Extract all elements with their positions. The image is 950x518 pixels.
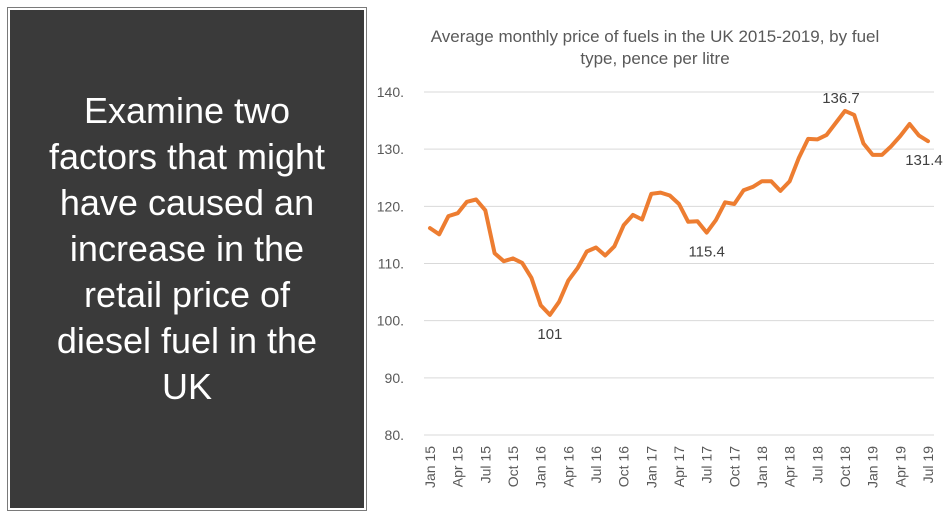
question-panel: Examine two factors that might have caus… [7,7,367,511]
x-tick-label: Apr 19 [892,446,908,487]
data-point [760,179,764,183]
series-line [428,108,930,317]
data-point [465,200,469,204]
data-label: 101 [537,326,562,343]
x-tick-label: Apr 18 [782,446,798,487]
x-tick-label: Apr 15 [450,446,466,487]
data-point [529,276,533,280]
data-point [908,122,912,126]
data-point [557,300,561,304]
data-point [474,197,478,201]
x-tick-label: Jul 16 [588,446,604,484]
y-tick-label: 120. [377,198,404,214]
data-point [493,251,497,255]
data-point [622,223,626,227]
data-point [649,192,653,196]
data-label: 115.4 [688,244,724,261]
data-point [714,218,718,222]
y-tick-label: 140. [377,84,404,100]
data-point [659,191,663,195]
data-point [511,256,515,260]
data-point [520,261,524,265]
y-tick-label: 130. [377,141,404,157]
data-point [483,208,487,212]
y-tick-label: 100. [377,313,404,329]
x-tick-label: Oct 17 [726,446,742,487]
y-axis-ticks: 80. 90. 100. 110. 120. 130. 140. [377,84,404,443]
question-text: Examine two factors that might have caus… [48,90,326,407]
x-tick-label: Jan 18 [754,446,770,488]
data-point [723,200,727,204]
y-tick-label: 90. [385,370,404,386]
data-point [576,266,580,270]
data-point [502,259,506,263]
x-tick-label: Jul 15 [477,446,493,484]
data-point [852,113,856,117]
x-tick-label: Oct 15 [505,446,521,487]
data-point [815,137,819,141]
x-tick-label: Oct 18 [837,446,853,487]
data-point [834,121,838,125]
data-point [880,153,884,157]
data-point [806,137,810,141]
data-point [446,214,450,218]
data-point [539,303,543,307]
x-tick-label: Apr 16 [560,446,576,487]
data-point [677,202,681,206]
data-point [843,109,847,113]
data-point [825,133,829,137]
data-point [695,219,699,223]
data-point [769,179,773,183]
data-point [594,245,598,249]
data-point [898,134,902,138]
x-tick-label: Jan 17 [643,446,659,488]
data-label-layer: 101 115.4 136.7 131.4 [537,90,942,343]
series-line-layer [428,108,930,317]
data-point [566,279,570,283]
x-tick-label: Apr 17 [671,446,687,487]
data-point [428,226,432,230]
gridlines [424,91,934,436]
data-point [437,232,441,236]
data-point [640,217,644,221]
y-tick-label: 110. [378,256,404,272]
data-point [668,193,672,197]
data-point [705,231,709,235]
data-point [788,179,792,183]
x-tick-label: Jan 16 [533,446,549,488]
x-axis-ticks: Jan 15 Apr 15 Jul 15 Oct 15 Jan 16 Apr 16 Jul … [422,446,936,488]
data-point [778,189,782,193]
data-point [732,202,736,206]
data-point [917,133,921,137]
data-point [889,144,893,148]
data-point [603,253,607,257]
x-tick-label: Jul 18 [809,446,825,484]
data-point [686,220,690,224]
x-tick-label: Jan 19 [865,446,881,488]
data-label: 136.7 [822,90,860,107]
data-point [548,313,552,317]
data-point [751,185,755,189]
x-tick-label: Oct 16 [616,446,632,487]
chart-title: Average monthly price of fuels in the UK… [430,27,880,68]
data-point [797,156,801,160]
data-point [631,213,635,217]
data-point [742,188,746,192]
x-tick-label: Jan 15 [422,446,438,488]
x-tick-label: Jul 19 [920,446,936,484]
data-point [585,249,589,253]
data-point [612,244,616,248]
data-point [861,141,865,145]
data-point [926,139,930,143]
x-tick-label: Jul 17 [699,446,715,484]
data-point [871,153,875,157]
y-tick-label: 80. [385,427,404,443]
data-label: 131.4 [905,152,943,169]
data-point [456,211,460,215]
